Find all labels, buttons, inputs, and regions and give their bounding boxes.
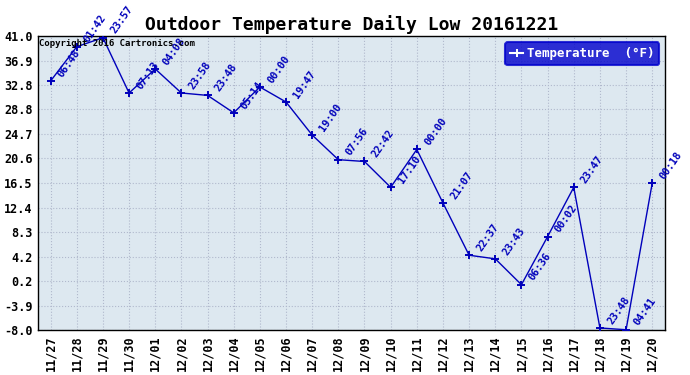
Text: 00:00: 00:00 — [266, 54, 292, 85]
Text: 23:43: 23:43 — [501, 225, 527, 256]
Text: 22:42: 22:42 — [370, 128, 396, 159]
Text: 21:07: 21:07 — [448, 170, 475, 201]
Text: 07:13: 07:13 — [135, 60, 161, 91]
Text: 04:41: 04:41 — [631, 296, 658, 328]
Text: 23:48: 23:48 — [213, 62, 239, 93]
Text: 01:42: 01:42 — [82, 13, 108, 45]
Text: 00:02: 00:02 — [553, 203, 580, 234]
Text: 06:36: 06:36 — [527, 251, 553, 282]
Text: 17:10: 17:10 — [396, 154, 422, 185]
Text: 23:48: 23:48 — [605, 294, 631, 326]
Text: 00:18: 00:18 — [658, 150, 684, 181]
Text: 04:08: 04:08 — [161, 36, 187, 67]
Text: 07:56: 07:56 — [344, 126, 370, 158]
Legend: Temperature  (°F): Temperature (°F) — [505, 42, 659, 65]
Text: 19:47: 19:47 — [292, 69, 317, 100]
Title: Outdoor Temperature Daily Low 20161221: Outdoor Temperature Daily Low 20161221 — [145, 15, 558, 34]
Text: 05:14: 05:14 — [239, 80, 266, 111]
Text: 22:37: 22:37 — [475, 222, 501, 253]
Text: 00:00: 00:00 — [422, 116, 448, 147]
Text: 23:57: 23:57 — [108, 4, 135, 36]
Text: Copyright 2016 Cartronics.com: Copyright 2016 Cartronics.com — [39, 39, 195, 48]
Text: 06:48: 06:48 — [56, 48, 82, 79]
Text: 19:00: 19:00 — [317, 102, 344, 133]
Text: 23:47: 23:47 — [580, 154, 605, 185]
Text: 23:58: 23:58 — [187, 60, 213, 91]
